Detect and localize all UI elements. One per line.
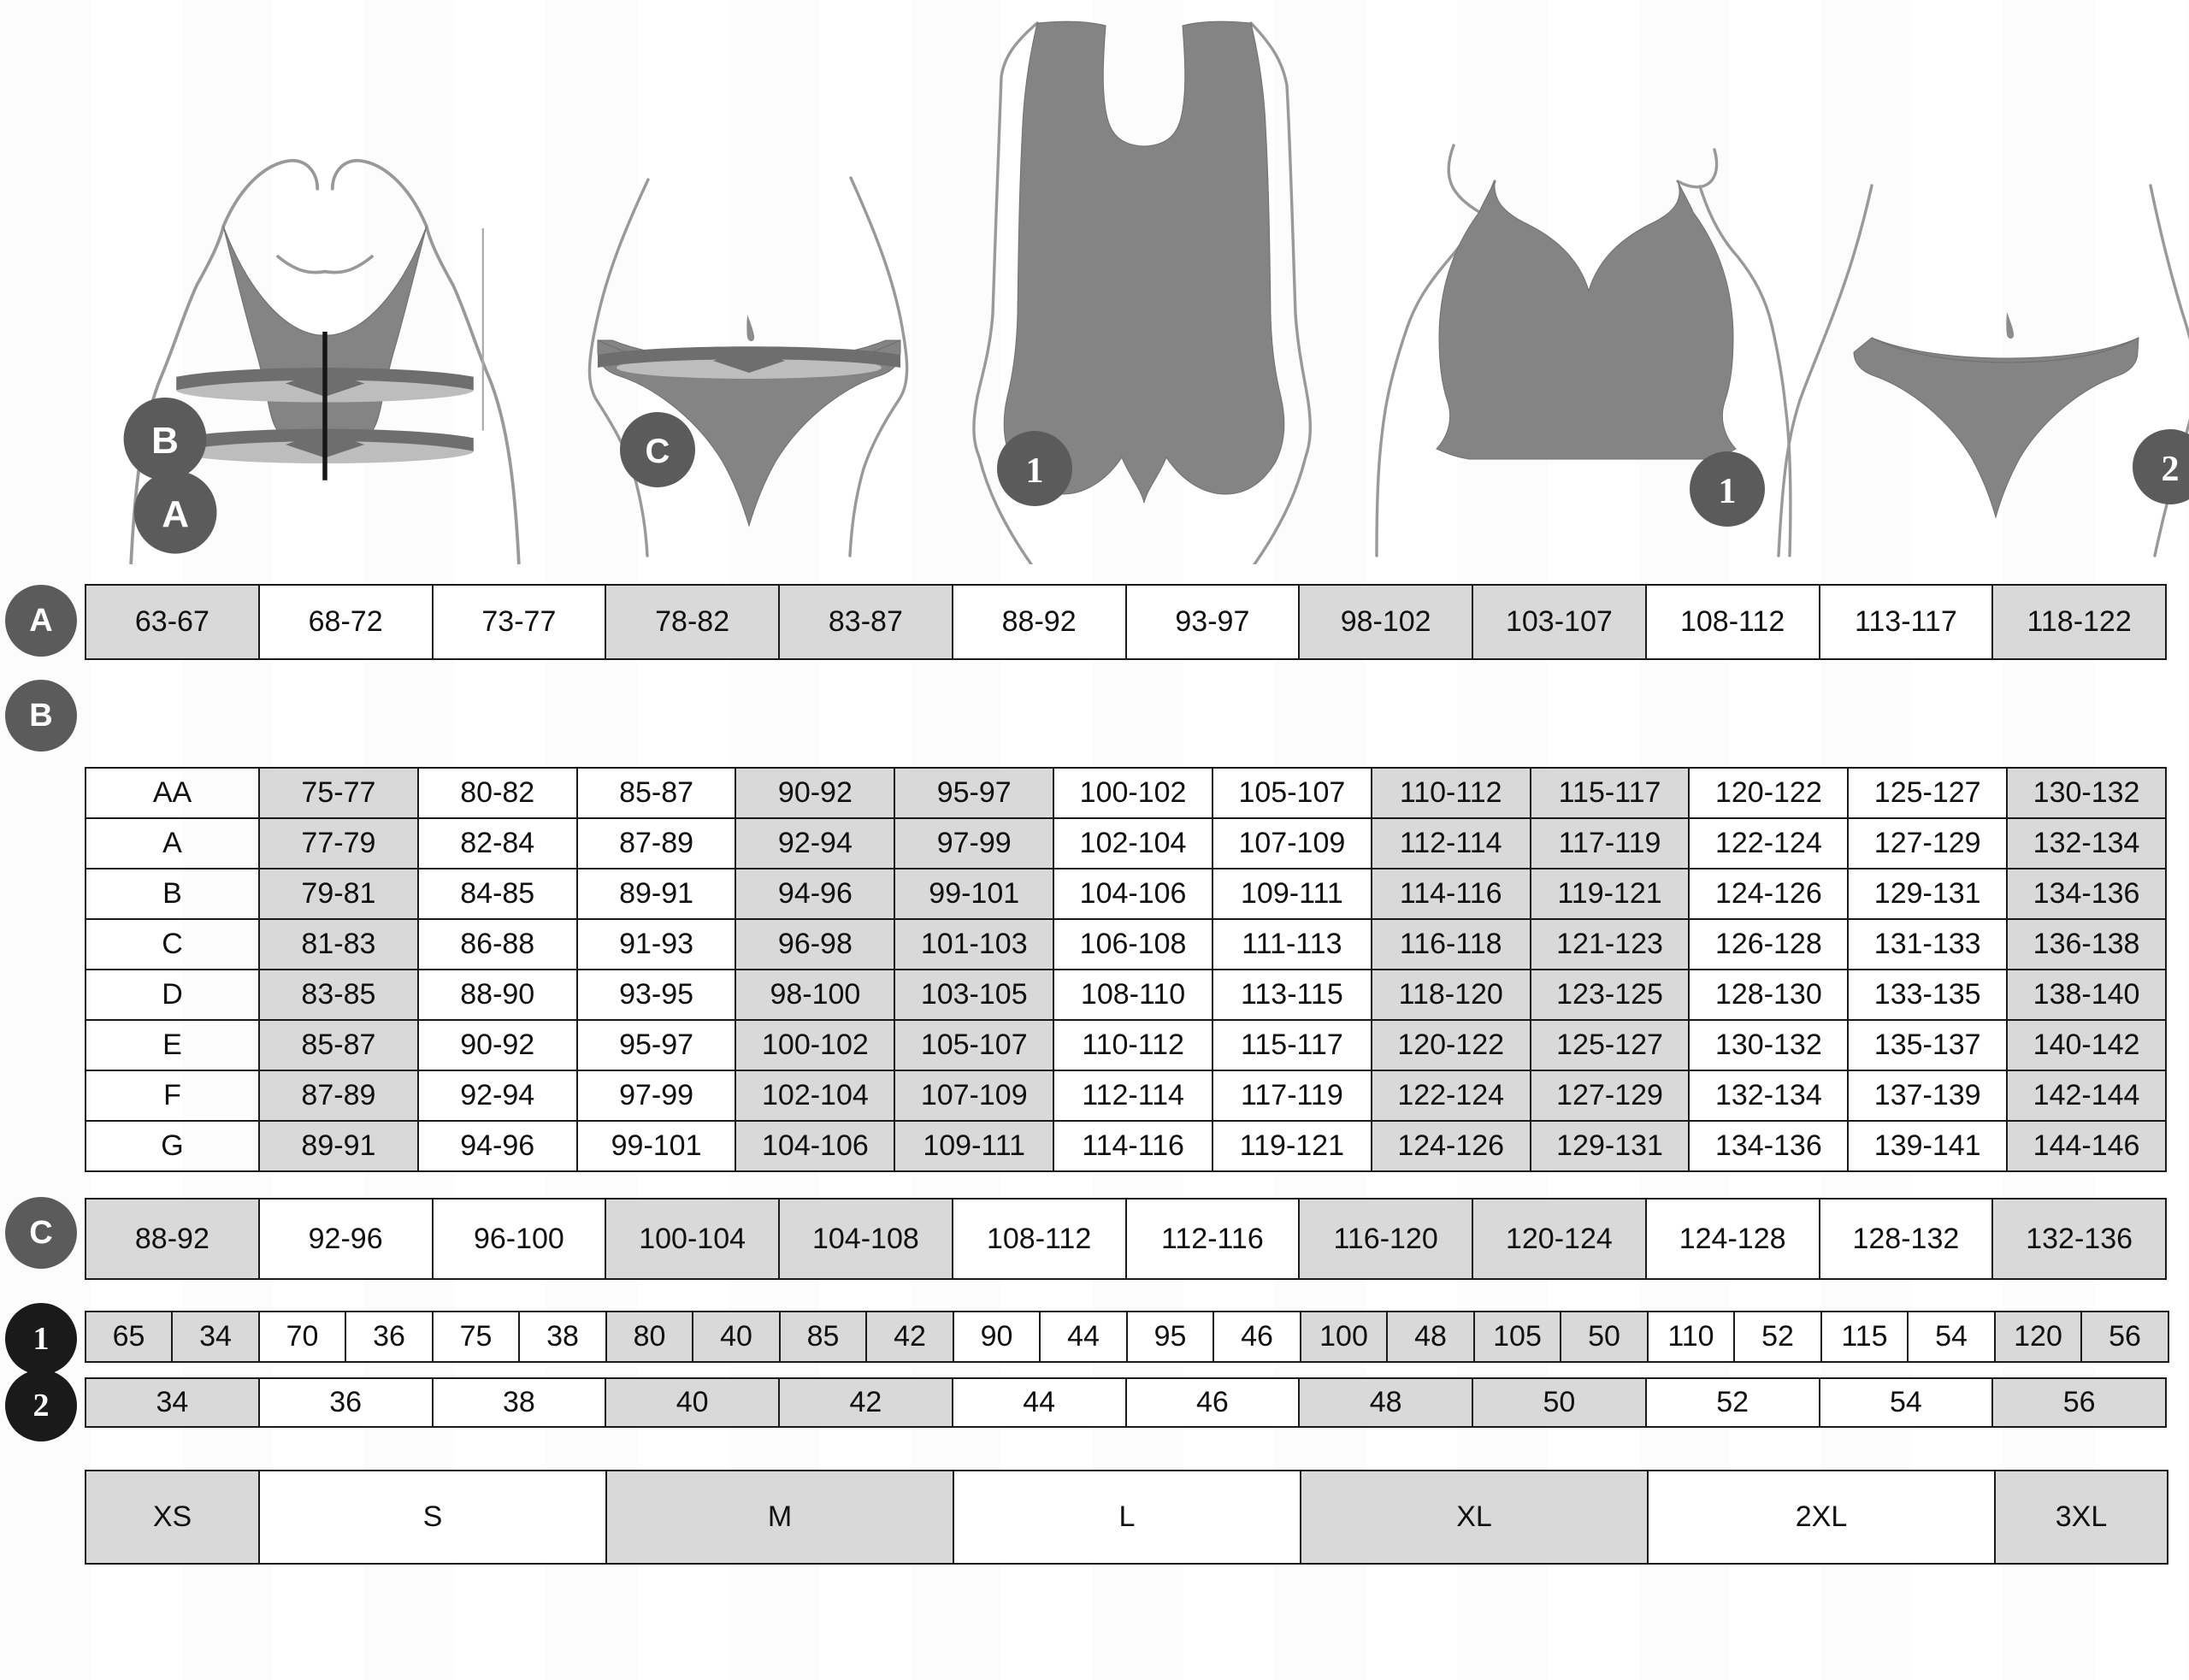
svg-text:2: 2 (2162, 450, 2180, 489)
svg-text:A: A (162, 493, 189, 535)
svg-text:C: C (646, 433, 670, 470)
svg-text:1: 1 (1719, 472, 1737, 511)
svg-text:B: B (151, 420, 179, 462)
svg-text:1: 1 (1026, 451, 1044, 491)
